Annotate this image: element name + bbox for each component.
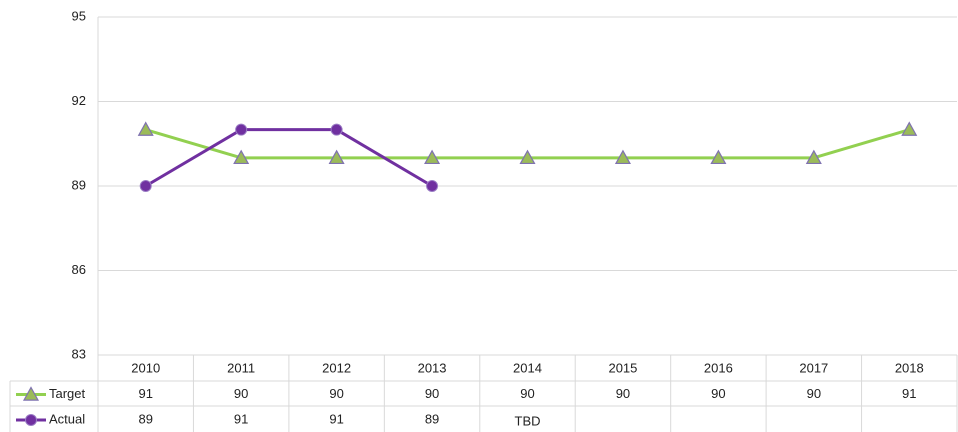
table-value: 90 bbox=[616, 386, 630, 401]
marker bbox=[137, 121, 154, 136]
x-tick-label: 2010 bbox=[131, 360, 160, 375]
marker bbox=[233, 149, 250, 165]
x-tick-label: 2016 bbox=[704, 360, 733, 375]
table-value: 90 bbox=[234, 386, 248, 401]
x-tick-label: 2015 bbox=[608, 360, 637, 375]
table-value: 90 bbox=[807, 386, 821, 401]
table-value: 91 bbox=[902, 386, 916, 401]
table-value: 91 bbox=[138, 386, 152, 401]
legend-label: Target bbox=[49, 386, 86, 401]
marker bbox=[235, 123, 248, 136]
series-line bbox=[144, 128, 433, 188]
marker bbox=[328, 149, 345, 165]
marker bbox=[710, 149, 727, 165]
table-value: 91 bbox=[234, 411, 248, 426]
y-tick-label: 86 bbox=[72, 262, 86, 277]
x-tick-label: 2012 bbox=[322, 360, 351, 375]
marker bbox=[426, 180, 439, 192]
table-value: 89 bbox=[425, 411, 439, 426]
y-tick-label: 89 bbox=[72, 177, 86, 192]
y-tick-label: 95 bbox=[72, 8, 86, 23]
table-value: 91 bbox=[329, 411, 343, 426]
x-tick-label: 2018 bbox=[895, 360, 924, 375]
x-tick-label: 2013 bbox=[418, 360, 447, 375]
table-value: 90 bbox=[711, 386, 725, 401]
marker bbox=[805, 149, 822, 165]
table-value: 89 bbox=[138, 411, 152, 426]
marker bbox=[330, 123, 343, 136]
table-value: 90 bbox=[329, 386, 343, 401]
marker bbox=[519, 149, 536, 165]
table-value: 90 bbox=[520, 386, 534, 401]
y-tick-label: 83 bbox=[72, 346, 86, 361]
y-tick-label: 92 bbox=[72, 93, 86, 108]
marker bbox=[139, 180, 152, 192]
legend-label: Actual bbox=[49, 411, 85, 426]
table-value: 90 bbox=[425, 386, 439, 401]
x-tick-label: 2014 bbox=[513, 360, 542, 375]
marker bbox=[901, 121, 918, 136]
legend-marker bbox=[22, 386, 40, 401]
x-tick-label: 2017 bbox=[799, 360, 828, 375]
marker bbox=[614, 149, 631, 165]
annotation: TBD bbox=[515, 413, 541, 428]
legend-marker bbox=[25, 414, 37, 426]
marker bbox=[424, 149, 441, 165]
x-tick-label: 2011 bbox=[227, 360, 255, 375]
